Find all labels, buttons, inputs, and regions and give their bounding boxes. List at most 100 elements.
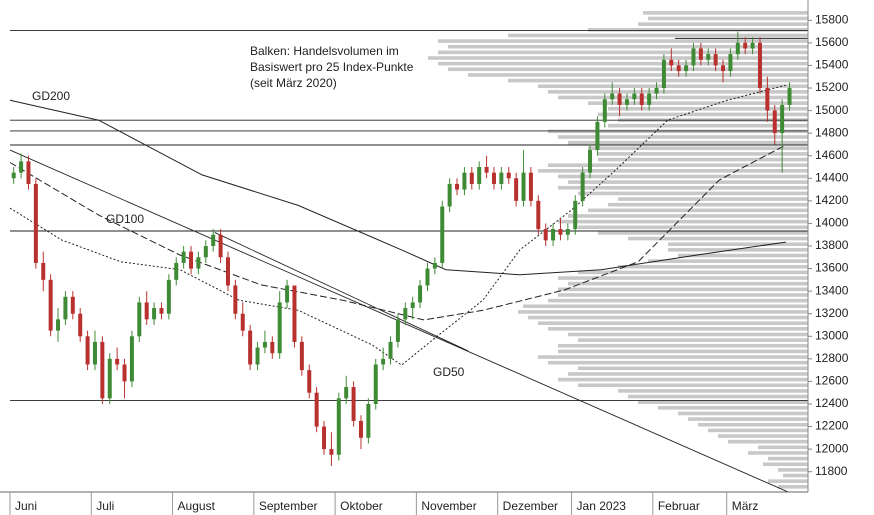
volume-bar (568, 372, 808, 376)
candle-body (536, 200, 541, 230)
candle-body (181, 251, 186, 263)
volume-bar (438, 39, 808, 43)
candle-body (174, 262, 179, 280)
volume-bar (508, 33, 808, 38)
candle-body (240, 313, 245, 331)
candle-body (565, 229, 570, 235)
volume-bar (618, 197, 808, 201)
volume-bar (648, 16, 808, 21)
y-tick-label: 14600 (815, 148, 849, 162)
candle-body (647, 93, 652, 105)
y-tick-label: 12400 (815, 396, 849, 410)
volume-bar (668, 248, 808, 252)
y-tick-label: 13400 (815, 283, 849, 297)
y-tick-label: 12200 (815, 419, 849, 433)
y-tick-label: 15000 (815, 103, 849, 117)
candle-body (211, 234, 216, 246)
candle-body (233, 285, 238, 314)
annotation: Basiswert pro 25 Index-Punkte (250, 60, 414, 74)
reference-lines (9, 30, 808, 492)
volume-bar (558, 293, 808, 297)
candle-body (285, 285, 290, 303)
x-tick-label: Juni (15, 499, 37, 513)
volume-bar (568, 214, 808, 218)
volume-bar (598, 231, 808, 235)
candle-body (218, 234, 223, 258)
candle-body (610, 93, 615, 100)
candle-body (115, 358, 120, 365)
candle-body (107, 358, 112, 399)
volume-bar (578, 225, 808, 230)
volume-bar (448, 44, 808, 49)
candle-body (469, 172, 474, 184)
volume-bar (508, 78, 808, 83)
candle-body (521, 172, 526, 201)
candle-body (381, 358, 386, 365)
volume-bar (558, 135, 808, 139)
candle-body (152, 308, 157, 320)
volume-bar (588, 27, 808, 32)
candle-body (166, 279, 171, 314)
candle-body (602, 99, 607, 122)
y-tick-label: 14000 (815, 216, 849, 230)
volume-bar (598, 112, 808, 117)
volume-bar (728, 439, 808, 444)
volume-bar (598, 157, 808, 162)
y-tick-label: 14400 (815, 170, 849, 184)
volume-bar (548, 360, 808, 365)
y-tick-label: 15600 (815, 35, 849, 49)
volume-bar (688, 417, 808, 421)
candle-body (351, 387, 356, 421)
candle-body (573, 200, 578, 230)
volume-bar (778, 468, 808, 472)
x-tick-label: Dezember (503, 499, 558, 513)
candle-body (277, 302, 282, 354)
candle-body (322, 426, 327, 450)
candle-body (203, 246, 208, 258)
volume-bar (588, 101, 808, 105)
volume-bar (658, 406, 808, 410)
candle-body (70, 296, 75, 314)
candle-body (425, 268, 430, 286)
volume-bar (628, 394, 808, 399)
volume-bar (668, 242, 808, 246)
candle-body (765, 88, 770, 111)
candle-body (780, 104, 785, 134)
volume-bar (548, 298, 808, 303)
volume-bar (548, 163, 808, 168)
candle-body (588, 150, 593, 173)
volume-bar (558, 377, 808, 382)
volume-bar (638, 400, 808, 404)
x-tick-label: Juli (96, 499, 114, 513)
candle-body (92, 341, 97, 365)
volume-bar (638, 22, 808, 26)
candle-body (551, 229, 556, 241)
volume-bar (538, 355, 808, 359)
candle-body (418, 285, 423, 303)
candle-body (684, 65, 689, 72)
candle-body (654, 88, 659, 94)
candle-body (48, 279, 53, 331)
volume-bar (643, 11, 808, 15)
volume-bar (468, 73, 808, 77)
volume-bar (718, 434, 808, 438)
y-tick-label: 15400 (815, 58, 849, 72)
volume-bar (538, 84, 808, 89)
candle-body (499, 172, 504, 184)
candle-body (255, 347, 260, 365)
candle-body (580, 172, 585, 201)
candle-body (624, 99, 629, 105)
volume-bar (783, 473, 808, 478)
volume-bar (518, 310, 808, 314)
candle-body (721, 65, 726, 72)
candle-body (558, 229, 563, 235)
candle-body (100, 341, 105, 399)
candle-body (713, 54, 718, 66)
candle-body (595, 121, 600, 151)
ma-label: GD50 (433, 365, 465, 379)
candle-body (11, 172, 16, 179)
volume-bar (588, 208, 808, 213)
candle-body (366, 403, 371, 438)
volume-bar (598, 152, 808, 156)
y-tick-label: 14200 (815, 193, 849, 207)
